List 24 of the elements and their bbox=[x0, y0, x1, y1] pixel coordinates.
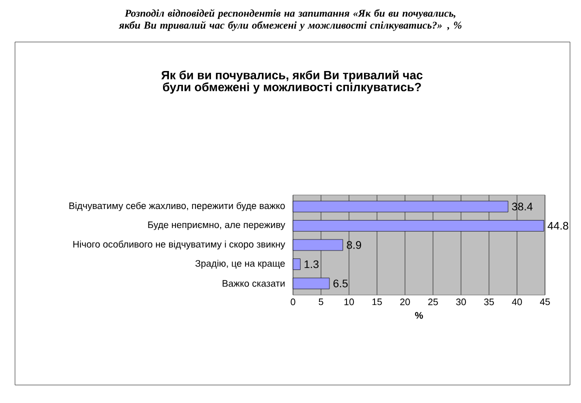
bar bbox=[292, 258, 300, 270]
y-tick-label: Важко сказати bbox=[222, 280, 285, 287]
x-tick-label: 45 bbox=[540, 298, 550, 306]
y-tick-label: Зрадію, це на краще bbox=[195, 260, 285, 269]
x-tick-label: 10 bbox=[344, 298, 354, 306]
x-tick-label: 30 bbox=[456, 298, 466, 306]
x-tick-label: 15 bbox=[372, 298, 382, 306]
chart-title: Як би ви почувались, якби Ви тривалий час були обмежені у можливості спілкуватись? bbox=[161, 70, 423, 94]
chart-subtitle: Розподіл відповідей респондентів на запитання «Як би ви почувались, якби Ви тривалий час були обмежені у можливості спілкуватись?» , % bbox=[118, 9, 462, 31]
data-label: 38.4 bbox=[512, 202, 533, 210]
data-label: 8.9 bbox=[346, 241, 362, 249]
x-axis-title: % bbox=[415, 312, 423, 319]
x-tick-label: 40 bbox=[512, 298, 522, 306]
x-tick-label: 20 bbox=[400, 298, 410, 306]
x-tick-label: 5 bbox=[318, 298, 324, 306]
data-label: 1.3 bbox=[304, 260, 319, 268]
data-label: 6.5 bbox=[333, 280, 348, 288]
y-tick-label: Нічого особливого не відчуватиму і скоро звикну bbox=[73, 240, 286, 250]
y-tick-label: Буде неприємно, але переживу bbox=[148, 222, 286, 230]
x-tick-label: 35 bbox=[484, 298, 494, 306]
y-tick-label: Відчуватиму себе жахливо, пережити буде важко bbox=[69, 202, 285, 211]
data-label: 44.8 bbox=[548, 222, 568, 230]
x-tick-label: 25 bbox=[428, 298, 438, 306]
x-tick-label: 0 bbox=[290, 298, 296, 306]
